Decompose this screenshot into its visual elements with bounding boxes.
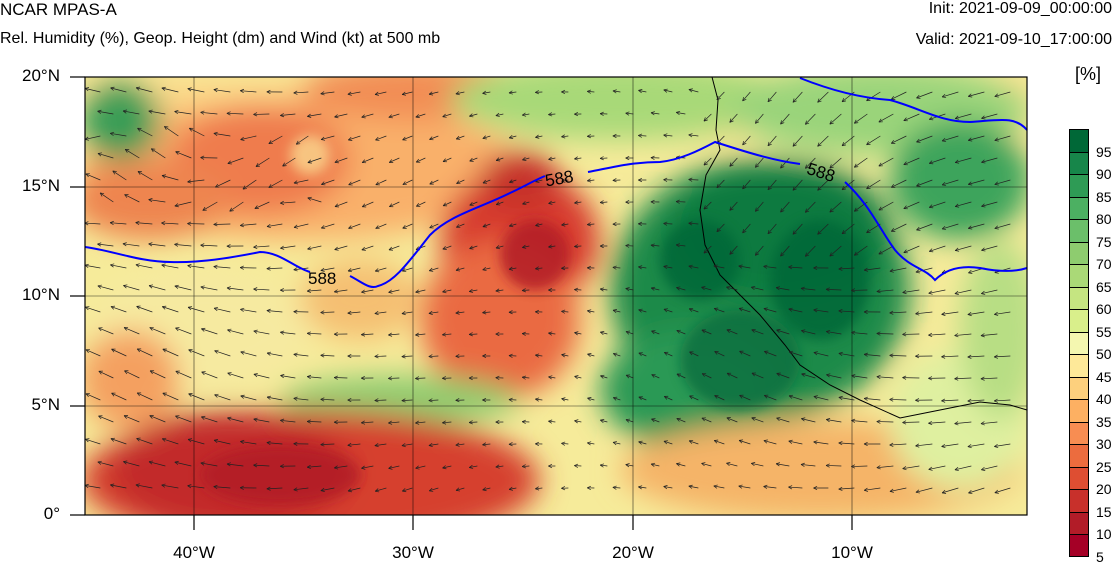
colorbar-frame <box>1069 129 1089 557</box>
colorbar-tick-label: 75 <box>1096 234 1112 250</box>
colorbar-tick-label: 65 <box>1096 279 1112 295</box>
colorbar-tick-label: 15 <box>1096 504 1112 520</box>
contour-label: 588 <box>308 269 336 288</box>
colorbar-tick-label: 85 <box>1096 189 1112 205</box>
colorbar-tick-label: 95 <box>1096 144 1112 160</box>
lat-label-5n: 5°N <box>0 395 60 415</box>
lon-label-40w: 40°W <box>164 543 224 563</box>
colorbar-tick-label: 30 <box>1096 436 1112 452</box>
colorbar-tick-label: 50 <box>1096 346 1112 362</box>
colorbar-tick-label: 45 <box>1096 369 1112 385</box>
colorbar-tick-label: 90 <box>1096 166 1112 182</box>
colorbar-tick-label: 25 <box>1096 459 1112 475</box>
lat-label-20n: 20°N <box>0 66 60 86</box>
colorbar-units: [%] <box>1075 64 1101 85</box>
colorbar-tick-label: 80 <box>1096 211 1112 227</box>
colorbar-tick-label: 10 <box>1096 526 1112 542</box>
colorbar-tick-label: 70 <box>1096 256 1112 272</box>
lat-label-10n: 10°N <box>0 285 60 305</box>
colorbar-tick-label: 35 <box>1096 414 1112 430</box>
lon-label-20w: 20°W <box>603 543 663 563</box>
colorbar-tick-label: 55 <box>1096 324 1112 340</box>
lat-label-0: 0° <box>0 504 60 524</box>
colorbar-tick-label: 40 <box>1096 391 1112 407</box>
lat-label-15n: 15°N <box>0 176 60 196</box>
lon-label-30w: 30°W <box>383 543 443 563</box>
colorbar-tick-label: 20 <box>1096 481 1112 497</box>
colorbar-tick-label: 60 <box>1096 301 1112 317</box>
lon-label-10w: 10°W <box>822 543 882 563</box>
colorbar <box>1069 129 1089 557</box>
